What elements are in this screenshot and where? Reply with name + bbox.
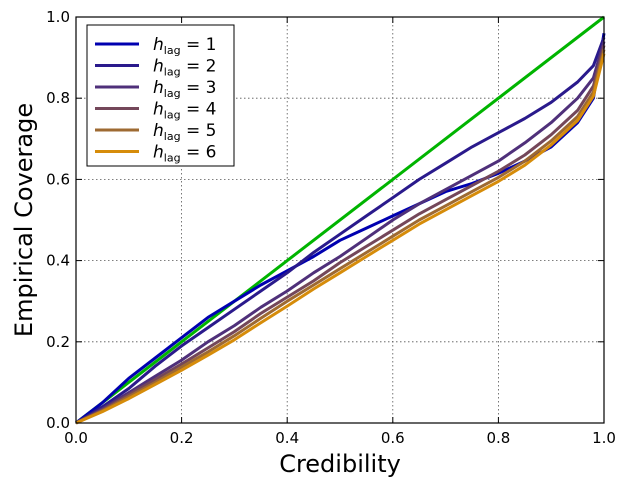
y-tick-label: 0.4 — [46, 252, 70, 270]
x-tick-label: 0.0 — [64, 429, 88, 447]
legend-label-1: hlag = 1 — [153, 35, 216, 57]
legend-label-4: hlag = 4 — [153, 100, 216, 122]
ticks: 0.0 0.2 0.4 0.6 0.8 1.0 0.0 0.2 0.4 0.6 0.8 1.0 — [46, 8, 616, 447]
legend-box — [86, 24, 235, 167]
legend-label-5: hlag = 5 — [153, 121, 216, 143]
series-layer — [75, 32, 606, 425]
series-line-6 — [75, 53, 606, 425]
x-tick-label: 0.2 — [170, 429, 194, 447]
reference-line-layer — [75, 15, 605, 425]
y-tick-label: 0.2 — [46, 333, 70, 351]
legend-label-3: hlag = 3 — [153, 78, 216, 100]
y-tick-label: 1.0 — [46, 8, 70, 26]
plot-frame — [75, 16, 605, 424]
x-axis-label: Credibility — [279, 450, 401, 478]
series-line-5 — [75, 49, 606, 425]
y-tick-label: 0.0 — [46, 414, 70, 432]
x-tick-label: 0.6 — [381, 429, 405, 447]
series-line-3 — [75, 40, 606, 425]
x-tick-label: 1.0 — [592, 429, 616, 447]
legend-label-6: hlag = 6 — [153, 143, 216, 165]
reference-diagonal-line — [75, 15, 605, 425]
y-tick-label: 0.6 — [46, 170, 70, 188]
series-line-2 — [75, 36, 606, 425]
series-line-4 — [75, 45, 606, 425]
x-tick-label: 0.8 — [486, 429, 510, 447]
x-tick-label: 0.4 — [275, 429, 299, 447]
y-axis-label: Empirical Coverage — [10, 103, 38, 337]
legend-label-2: hlag = 2 — [153, 57, 216, 79]
y-tick-label: 0.8 — [46, 89, 70, 107]
